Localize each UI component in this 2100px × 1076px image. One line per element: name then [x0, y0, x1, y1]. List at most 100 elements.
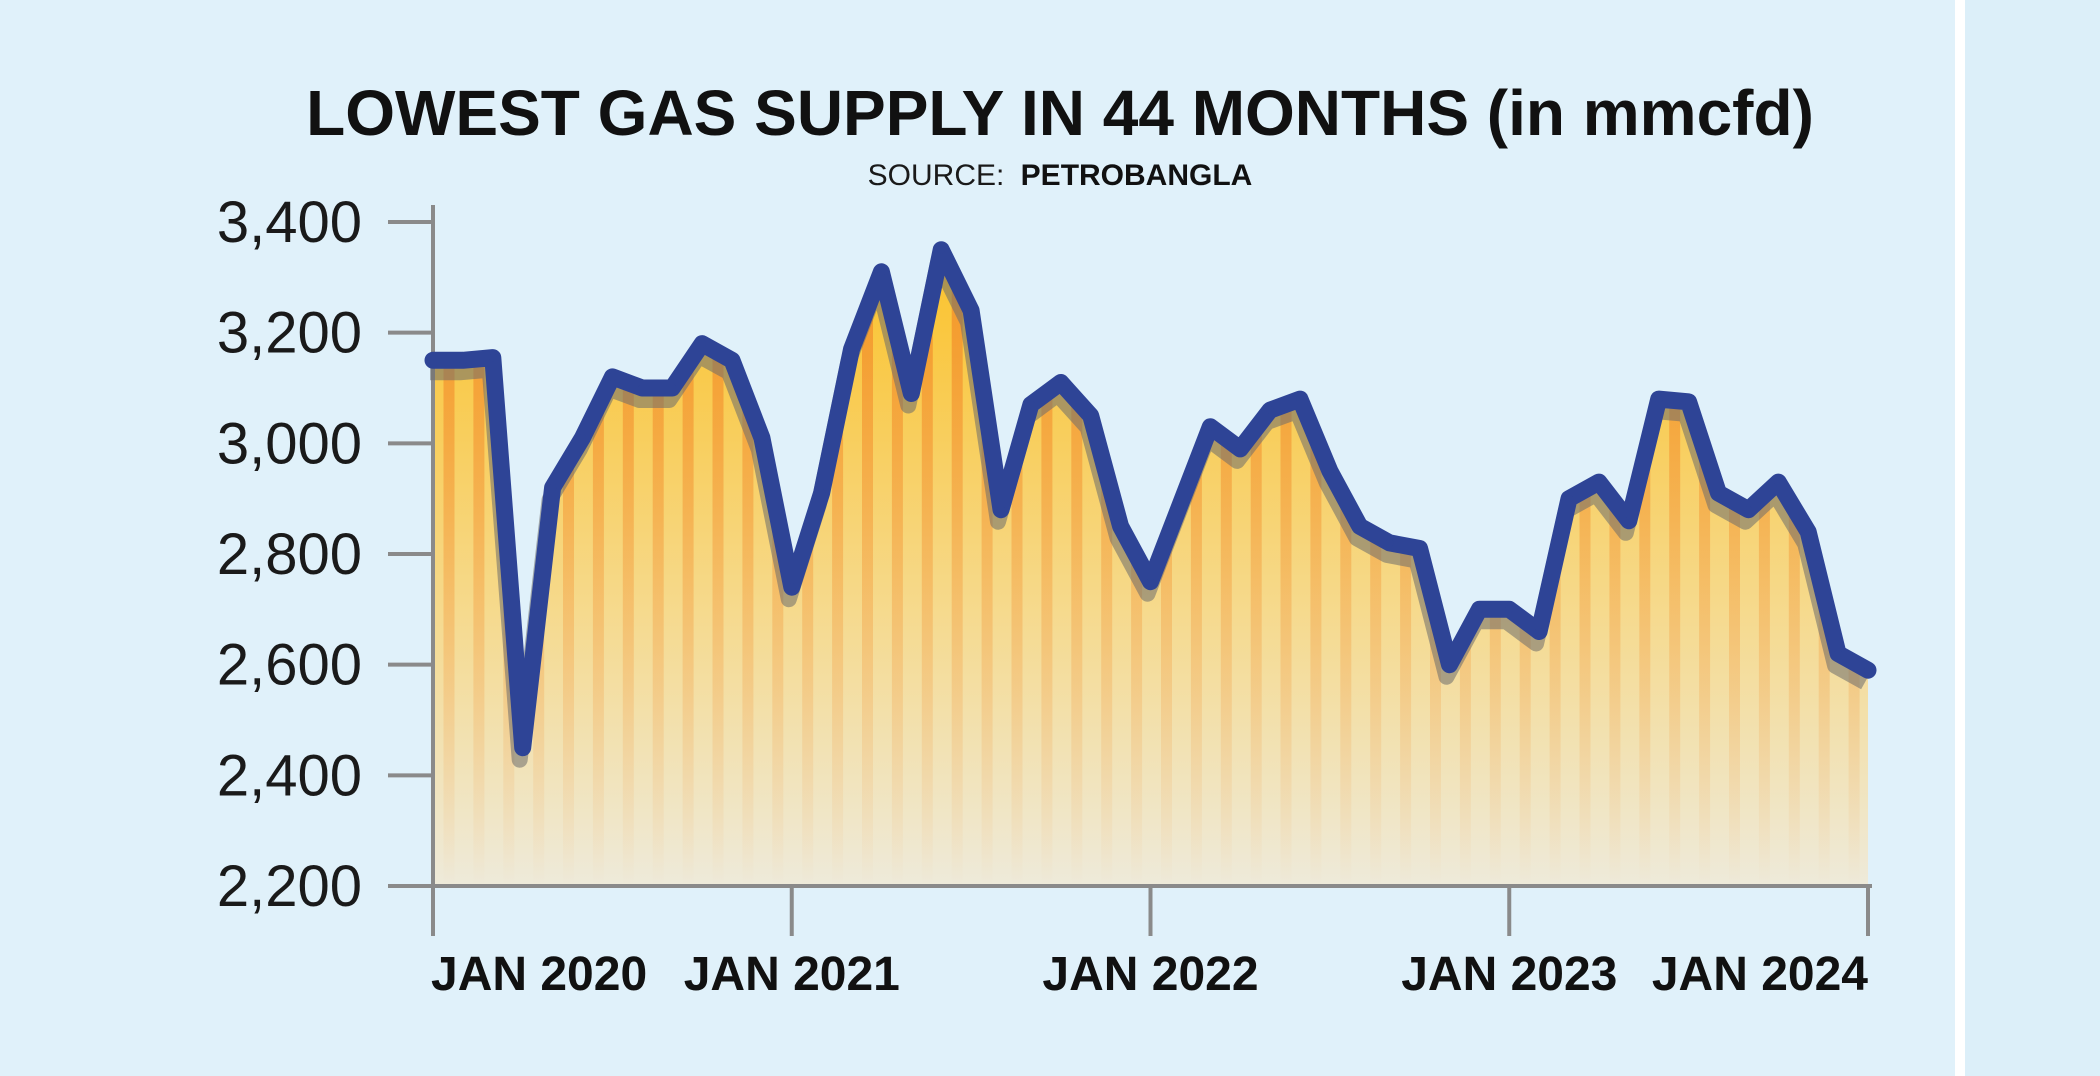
- data-point: [1385, 538, 1394, 547]
- data-point: [1086, 411, 1095, 420]
- y-tick-label: 3,000: [217, 411, 362, 476]
- right-margin-panel: [1965, 0, 2100, 1076]
- data-point: [907, 389, 916, 398]
- y-tick-label: 2,600: [217, 633, 362, 698]
- area-stripe: [592, 249, 604, 886]
- data-point: [1236, 444, 1245, 453]
- data-point: [1445, 660, 1454, 669]
- x-tick-label: JAN 2023: [1401, 948, 1617, 1001]
- area-stripe: [1729, 249, 1740, 886]
- area-stripe: [1758, 249, 1770, 886]
- area-stripe: [1699, 249, 1711, 886]
- area-stripe: [1430, 249, 1441, 886]
- data-point: [668, 384, 677, 392]
- data-point: [1146, 577, 1155, 586]
- data-point: [1804, 527, 1813, 536]
- data-point: [1056, 378, 1065, 387]
- area-stripe: [1011, 249, 1023, 886]
- data-point: [608, 372, 617, 381]
- area-stripe: [1818, 249, 1830, 886]
- right-divider: [1955, 0, 1965, 1076]
- data-point: [1684, 397, 1693, 406]
- data-point: [1505, 605, 1514, 614]
- source-name: PETROBANGLA: [1021, 159, 1253, 192]
- area-stripe: [1310, 249, 1322, 886]
- data-point: [1325, 467, 1334, 475]
- area-stripe: [1400, 249, 1412, 886]
- area-stripe: [1788, 249, 1800, 886]
- data-point: [967, 306, 976, 315]
- y-tick-label: 3,400: [217, 190, 362, 255]
- series-line-shadow: [430, 253, 1869, 768]
- source-prefix: SOURCE:: [868, 159, 1005, 192]
- area-stripe: [712, 249, 724, 886]
- data-point: [1624, 516, 1633, 525]
- area-stripe: [652, 249, 664, 886]
- area-stripe: [1609, 249, 1621, 886]
- y-axis-ticks: 3,400 3,200 3,000 2,800 2,600 2,400 2,200: [217, 190, 362, 919]
- data-point: [1714, 489, 1723, 498]
- area-stripe: [1250, 249, 1262, 886]
- data-point: [578, 433, 587, 442]
- area-stripe: [622, 249, 634, 886]
- area-fill: [433, 249, 1868, 886]
- area-layer: [433, 249, 1868, 886]
- area-stripe: [473, 249, 485, 886]
- area-stripe: [1848, 249, 1860, 886]
- area-stripe: [1370, 249, 1382, 886]
- area-stripe: [951, 249, 963, 886]
- data-point: [1415, 544, 1424, 553]
- area-stripe: [1071, 249, 1083, 886]
- area-stripe: [1489, 249, 1501, 886]
- area-stripe: [1340, 249, 1352, 886]
- area-stripe: [443, 249, 455, 886]
- data-point: [458, 356, 467, 365]
- data-point: [1026, 400, 1035, 409]
- area-stripe: [862, 249, 873, 886]
- data-point: [847, 345, 856, 354]
- axis-layer: [388, 205, 1872, 936]
- data-point: [1834, 649, 1843, 658]
- data-point: [1654, 395, 1663, 404]
- x-tick-label: JAN 2024: [1652, 948, 1868, 1001]
- data-point: [1176, 500, 1185, 509]
- data-point: [1594, 478, 1603, 487]
- area-stripe: [1459, 249, 1471, 886]
- data-point: [757, 433, 766, 442]
- area-stripe: [1280, 249, 1292, 886]
- data-point: [1296, 395, 1304, 404]
- data-point: [817, 489, 826, 498]
- area-stripe: [981, 249, 993, 886]
- data-point: [1355, 522, 1364, 531]
- area-stripe: [1161, 249, 1172, 886]
- area-stripe: [682, 249, 694, 886]
- y-tick-label: 3,200: [217, 301, 362, 366]
- data-point: [1475, 605, 1484, 614]
- area-stripe: [1519, 249, 1531, 886]
- area-stripe: [742, 249, 754, 886]
- area-stripe: [1220, 249, 1232, 886]
- area-stripe: [1639, 249, 1651, 886]
- line-layer: [424, 241, 1877, 768]
- data-point: [1864, 666, 1872, 675]
- chart-title: LOWEST GAS SUPPLY IN 44 MONTHS (in mmcfd…: [306, 77, 1814, 149]
- area-stripe: [1579, 249, 1591, 886]
- area-stripe: [563, 249, 574, 886]
- x-tick-label: JAN 2020: [431, 948, 647, 1001]
- data-point: [1206, 422, 1215, 431]
- data-point: [937, 245, 946, 254]
- data-point: [698, 339, 707, 348]
- data-point: [429, 356, 437, 365]
- area-stripe: [832, 249, 844, 886]
- y-tick-label: 2,200: [217, 854, 362, 919]
- chart-source: SOURCE: PETROBANGLA: [868, 159, 1253, 192]
- data-point: [548, 483, 557, 492]
- x-tick-label: JAN 2021: [684, 948, 900, 1001]
- area-stripe: [921, 249, 933, 886]
- data-point: [1116, 522, 1125, 531]
- data-point: [518, 743, 527, 752]
- data-point: [1774, 478, 1783, 487]
- data-point: [787, 583, 796, 592]
- area-stripe: [891, 249, 903, 886]
